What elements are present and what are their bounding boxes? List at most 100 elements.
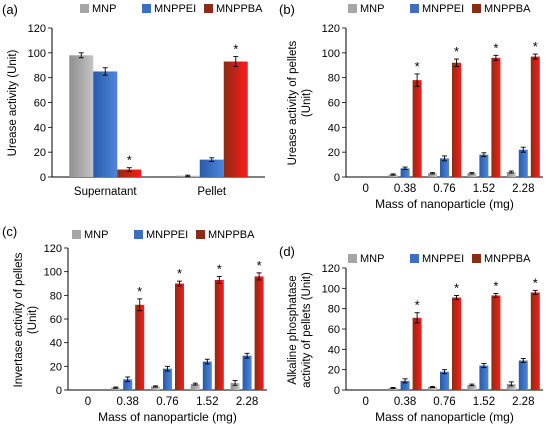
x-tick-label: 2.28 xyxy=(512,183,534,195)
bar xyxy=(388,174,398,177)
y-tick-label: 120 xyxy=(28,23,46,35)
panel-label: (b) xyxy=(279,2,295,17)
chart-panel-b: (b) MNP MNPPEI MNPPBA 0 20 40 60 80 100 120 Urease … xyxy=(279,2,543,211)
x-axis-label: Mass of nanoparticle (mg) xyxy=(375,410,514,424)
y-tick-label: 80 xyxy=(50,290,62,302)
bar xyxy=(202,361,212,390)
legend-label: MNPPEI xyxy=(154,3,196,15)
y-tick-label: 60 xyxy=(328,98,340,110)
bar xyxy=(428,386,437,390)
y-axis-label-line: Alkaline phosphatase xyxy=(287,275,299,384)
legend-label: MNP xyxy=(92,3,116,15)
bar xyxy=(135,304,145,390)
y-axis-label: Invertase activity of pellets (Unit) xyxy=(13,252,39,387)
y-axis-label: Alkaline phosphatase activity of pellets … xyxy=(287,272,313,388)
bar xyxy=(452,297,461,390)
bar xyxy=(123,379,133,390)
bar xyxy=(491,57,501,177)
y-tick-label: 60 xyxy=(50,314,62,326)
significance-star: * xyxy=(454,280,459,295)
legend-swatch xyxy=(196,230,205,239)
significance-star: * xyxy=(257,258,262,273)
x-tick-label: 0 xyxy=(85,396,91,408)
bar xyxy=(388,387,398,390)
significance-star: * xyxy=(415,59,420,74)
legend-label: MNPPEI xyxy=(146,229,188,241)
x-tick-label: Supernatant xyxy=(74,186,137,198)
significance-star: * xyxy=(177,266,182,281)
bar xyxy=(400,168,410,177)
x-tick-label: 0 xyxy=(362,183,368,195)
bar xyxy=(400,380,410,390)
panel-label: (a) xyxy=(2,2,18,17)
x-tick-label: 0 xyxy=(362,396,368,408)
legend-swatch xyxy=(472,4,481,13)
y-axis-label: Urease activity of pellets (Unit) xyxy=(287,40,313,165)
x-tick-label: 0.76 xyxy=(433,183,455,195)
legend-swatch xyxy=(472,254,481,263)
x-axis-label: Mass of nanoparticle (mg) xyxy=(375,197,514,211)
significance-star: * xyxy=(127,153,132,168)
legend-label: MNP xyxy=(360,253,384,265)
legend-swatch xyxy=(204,4,213,13)
y-tick-label: 60 xyxy=(34,98,46,110)
y-tick-label: 100 xyxy=(322,283,340,295)
bar xyxy=(151,386,160,390)
bar xyxy=(506,383,516,390)
legend-label: MNPPBA xyxy=(208,229,255,241)
bar xyxy=(223,61,248,177)
x-tick-label: 0.38 xyxy=(394,396,416,408)
bar xyxy=(412,80,422,177)
y-axis-label: Urease activity (Unit) xyxy=(7,49,19,156)
y-tick-label: 40 xyxy=(34,122,46,134)
bar xyxy=(190,384,200,390)
y-tick-label: 40 xyxy=(50,338,62,350)
legend-label: MNPPEI xyxy=(422,253,464,265)
y-tick-label: 20 xyxy=(34,147,46,159)
x-tick-label: 1.52 xyxy=(473,396,495,408)
panel-label: (c) xyxy=(2,224,17,239)
legend-swatch xyxy=(80,4,89,13)
legend-label: MNPPBA xyxy=(484,253,531,265)
bar xyxy=(467,173,477,177)
legend-label: MNP xyxy=(360,3,384,15)
bar xyxy=(518,149,528,177)
legend-label: MNP xyxy=(84,229,108,241)
y-tick-label: 60 xyxy=(328,324,340,336)
bar xyxy=(214,279,224,390)
y-axis-label-line: Urease activity of pellets xyxy=(287,40,299,165)
y-tick-label: 20 xyxy=(328,147,340,159)
x-tick-label: 0.76 xyxy=(433,396,455,408)
x-tick-label: 1.52 xyxy=(473,183,495,195)
y-tick-label: 80 xyxy=(328,73,340,85)
significance-star: * xyxy=(493,278,498,293)
y-axis-label-line: Urease activity (Unit) xyxy=(7,49,19,156)
bar xyxy=(428,173,437,177)
y-axis-label-line: activity of pellets (Unit) xyxy=(301,272,313,388)
panel-label: (d) xyxy=(279,244,295,259)
bar xyxy=(479,365,489,390)
legend-label: MNPPEI xyxy=(422,3,464,15)
y-tick-label: 40 xyxy=(328,122,340,134)
bar xyxy=(440,371,449,390)
bar xyxy=(163,368,172,390)
y-tick-label: 80 xyxy=(34,73,46,85)
y-tick-label: 0 xyxy=(56,385,62,397)
y-tick-label: 120 xyxy=(322,263,340,275)
legend-swatch xyxy=(410,4,419,13)
y-tick-label: 100 xyxy=(322,48,340,60)
x-tick-label: 0.38 xyxy=(117,396,139,408)
y-tick-label: 120 xyxy=(322,23,340,35)
x-tick-label: 2.28 xyxy=(236,396,258,408)
significance-star: * xyxy=(233,42,238,57)
bar xyxy=(506,172,516,177)
chart-panel-a: (a) MNP MNPPEI MNPPBA 0 20 40 60 80 100 120 Urease … xyxy=(2,2,265,198)
significance-star: * xyxy=(454,44,459,59)
x-tick-label: 0.76 xyxy=(156,396,178,408)
legend-swatch xyxy=(348,4,357,13)
legend-label: MNPPBA xyxy=(484,3,531,15)
bar xyxy=(242,355,252,390)
y-tick-label: 20 xyxy=(328,365,340,377)
y-tick-label: 100 xyxy=(28,48,46,60)
